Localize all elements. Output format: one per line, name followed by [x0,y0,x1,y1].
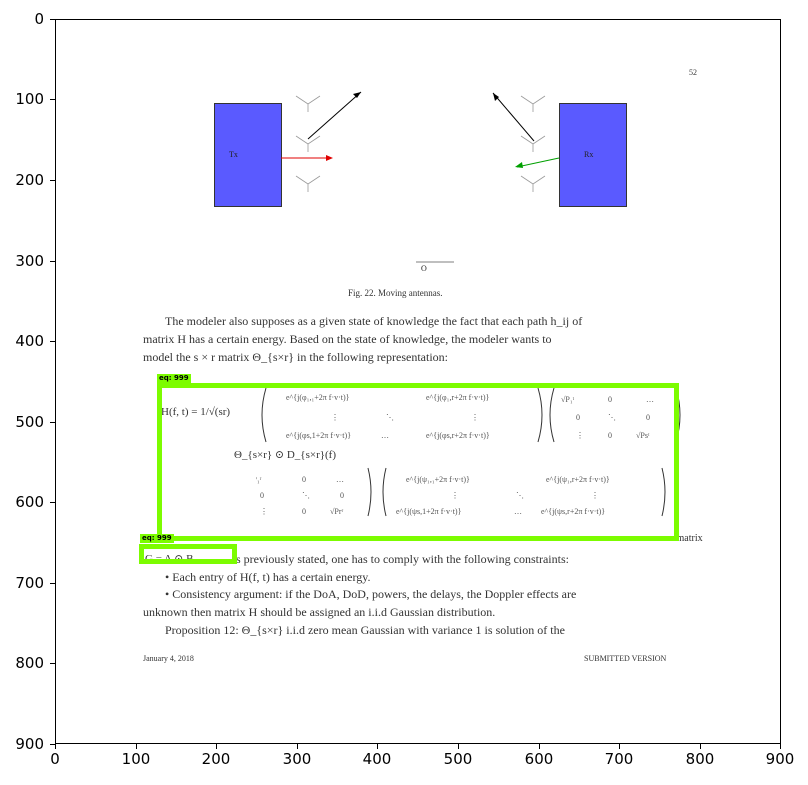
footer-version: SUBMITTED VERSION [584,654,667,663]
x-tick-label: 100 [121,750,151,768]
y-tick-label: 800 [15,654,44,672]
annotation-box-inline-equation [139,544,237,564]
svg-text:0: 0 [646,413,650,422]
y-tick-label: 900 [15,735,44,753]
y-tick-label: 0 [34,10,44,28]
paragraph-line: matrix H has a certain energy. Based on … [143,332,552,346]
x-tick-label: 800 [685,750,715,768]
svg-text:⋮: ⋮ [576,431,584,440]
x-tick-label: 200 [201,750,231,768]
y-tick-label: 100 [15,90,44,108]
x-tick-label: 400 [362,750,392,768]
svg-text:e^{j(ψs,r+2π f·v·t)}: e^{j(ψs,r+2π f·v·t)} [541,507,605,516]
svg-text:⋮: ⋮ [471,413,479,422]
y-tick-label: 400 [15,332,44,350]
x-tick-label: 300 [282,750,312,768]
svg-text:e^{j(ψ₁,₁+2π f·v·t)}: e^{j(ψ₁,₁+2π f·v·t)} [406,475,470,484]
annotation-tag-equation: eq: 999 [157,374,191,383]
svg-text:⋱: ⋱ [516,491,524,500]
equation-lhs: H(f, t) = 1/√(sr) [161,406,231,418]
rx-antenna-block: Rx [559,103,627,207]
svg-text:0: 0 [608,395,612,404]
svg-text:⋱: ⋱ [302,491,310,500]
figure-drawing: O [281,91,560,273]
y-tick-label: 300 [15,252,44,270]
equation-matrices: e^{j(φ₁,₁+2π f·v·t)} e^{j(φ₁,r+2π f·v·t)}… [256,387,681,517]
svg-text:0: 0 [302,475,306,484]
paragraph-line: The modeler also supposes as a given sta… [165,314,583,328]
equation-trailing-text: … matrix [664,533,703,544]
bullet-item: • Consistency argument: if the DoA, DoD,… [165,587,577,601]
svg-text:⋱: ⋱ [608,413,616,422]
svg-text:…: … [381,431,389,440]
tx-antenna-icons [295,95,546,192]
rx-label: Rx [584,150,594,159]
svg-text:√P₁ʳ: √P₁ʳ [256,475,262,484]
constraints-intro: s previously stated, one has to comply w… [236,552,569,566]
rx-velocity-arrow [492,92,535,142]
svg-text:0: 0 [340,491,344,500]
y-tick-label: 200 [15,171,44,189]
tx-velocity-arrow [307,91,362,140]
y-tick-label: 700 [15,574,44,592]
svg-text:e^{j(φs,r+2π f·v·t)}: e^{j(φs,r+2π f·v·t)} [426,431,490,440]
footer-date: January 4, 2018 [143,654,194,663]
paragraph-line: model the s × r matrix Θ_{s×r} in the fo… [143,350,448,364]
svg-text:√Psᵗ: √Psᵗ [636,431,650,440]
origin-label: O [421,264,427,273]
proposition: Proposition 12: Θ_{s×r} i.i.d zero mean … [165,623,565,637]
svg-text:0: 0 [576,413,580,422]
equation-hadamard: Θ_{s×r} ⊙ D_{s×r}(f) [234,449,337,461]
svg-text:e^{j(φ₁,₁+2π f·v·t)}: e^{j(φ₁,₁+2π f·v·t)} [286,393,350,402]
annotation-box-equation [157,383,679,541]
svg-text:⋮: ⋮ [591,491,599,500]
x-tick-label: 900 [765,750,795,768]
svg-text:…: … [336,475,344,484]
svg-text:e^{j(ψs,1+2π f·v·t)}: e^{j(ψs,1+2π f·v·t)} [396,507,462,516]
svg-text:0: 0 [260,491,264,500]
svg-text:0: 0 [302,507,306,516]
svg-text:√Prʳ: √Prʳ [330,507,344,516]
svg-text:e^{j(ψ₁,r+2π f·v·t)}: e^{j(ψ₁,r+2π f·v·t)} [546,475,610,484]
figure-caption: Fig. 22. Moving antennas. [348,288,443,298]
x-tick-label: 700 [604,750,634,768]
tx-label: Tx [229,150,238,159]
rx-direction-arrow [516,157,560,168]
svg-text:⋮: ⋮ [331,413,339,422]
svg-text:…: … [646,395,654,404]
svg-text:e^{j(φs,1+2π f·v·t)}: e^{j(φs,1+2π f·v·t)} [286,431,351,440]
x-tick-label: 600 [524,750,554,768]
bullet-item-continued: unknown then matrix H should be assigned… [143,605,496,619]
tx-antenna-block: Tx [214,103,282,207]
x-tick-label: 0 [50,750,60,768]
x-tick-label: 500 [443,750,473,768]
document-page: 52 Tx Rx O Fig. 22. Moving antennas. The… [55,19,781,744]
svg-text:…: … [514,507,522,516]
y-tick-label: 500 [15,413,44,431]
svg-text:e^{j(φ₁,r+2π f·v·t)}: e^{j(φ₁,r+2π f·v·t)} [426,393,490,402]
svg-text:⋮: ⋮ [451,491,459,500]
page-number: 52 [689,68,697,77]
svg-text:⋮: ⋮ [260,507,268,516]
svg-text:0: 0 [608,431,612,440]
bullet-item: • Each entry of H(f, t) has a certain en… [165,570,371,584]
y-tick-label: 600 [15,493,44,511]
annotation-tag-inline-equation: eq: 999 [140,534,174,543]
svg-text:√P₁ᵗ: √P₁ᵗ [561,395,575,404]
svg-text:⋱: ⋱ [386,413,394,422]
